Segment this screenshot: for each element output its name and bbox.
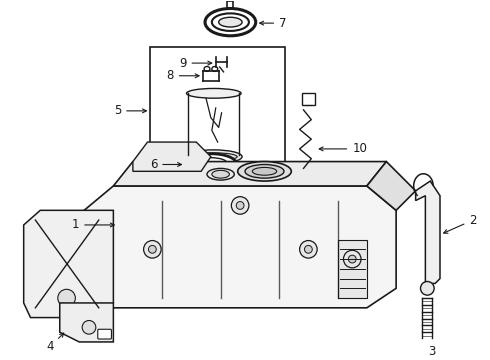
Circle shape: [144, 240, 161, 258]
Ellipse shape: [189, 151, 239, 159]
Ellipse shape: [186, 154, 236, 173]
Ellipse shape: [245, 165, 284, 178]
Text: 5: 5: [114, 104, 147, 117]
Polygon shape: [338, 239, 367, 298]
Circle shape: [58, 289, 75, 307]
Ellipse shape: [212, 170, 229, 178]
Circle shape: [420, 282, 434, 295]
Text: 9: 9: [179, 57, 212, 69]
Bar: [150, 48, 285, 174]
Ellipse shape: [212, 67, 218, 71]
Text: 8: 8: [167, 69, 199, 82]
Polygon shape: [24, 210, 113, 318]
Polygon shape: [113, 162, 387, 186]
Circle shape: [348, 255, 356, 263]
Polygon shape: [416, 181, 440, 283]
Circle shape: [82, 320, 96, 334]
Text: 3: 3: [429, 345, 436, 358]
Text: 7: 7: [260, 17, 287, 30]
Ellipse shape: [204, 67, 210, 71]
Polygon shape: [84, 186, 396, 308]
Bar: [301, 93, 315, 105]
Circle shape: [231, 197, 249, 214]
Polygon shape: [367, 162, 416, 210]
Ellipse shape: [207, 168, 234, 180]
Circle shape: [148, 246, 156, 253]
Ellipse shape: [212, 13, 249, 31]
Text: 2: 2: [443, 213, 477, 233]
FancyBboxPatch shape: [98, 329, 111, 339]
Ellipse shape: [238, 162, 292, 181]
Text: 6: 6: [150, 158, 181, 171]
FancyBboxPatch shape: [289, 166, 318, 184]
Text: 10: 10: [319, 143, 367, 156]
Ellipse shape: [191, 153, 237, 161]
Circle shape: [299, 240, 317, 258]
Ellipse shape: [195, 158, 227, 169]
Text: 1: 1: [72, 219, 114, 231]
Ellipse shape: [186, 150, 242, 163]
Circle shape: [236, 202, 244, 210]
Ellipse shape: [187, 89, 241, 98]
Circle shape: [343, 250, 361, 268]
Circle shape: [304, 246, 312, 253]
Polygon shape: [133, 142, 211, 171]
Text: 4: 4: [46, 333, 64, 353]
Ellipse shape: [252, 167, 277, 175]
Ellipse shape: [219, 17, 242, 27]
Polygon shape: [60, 303, 113, 342]
Ellipse shape: [205, 9, 256, 36]
